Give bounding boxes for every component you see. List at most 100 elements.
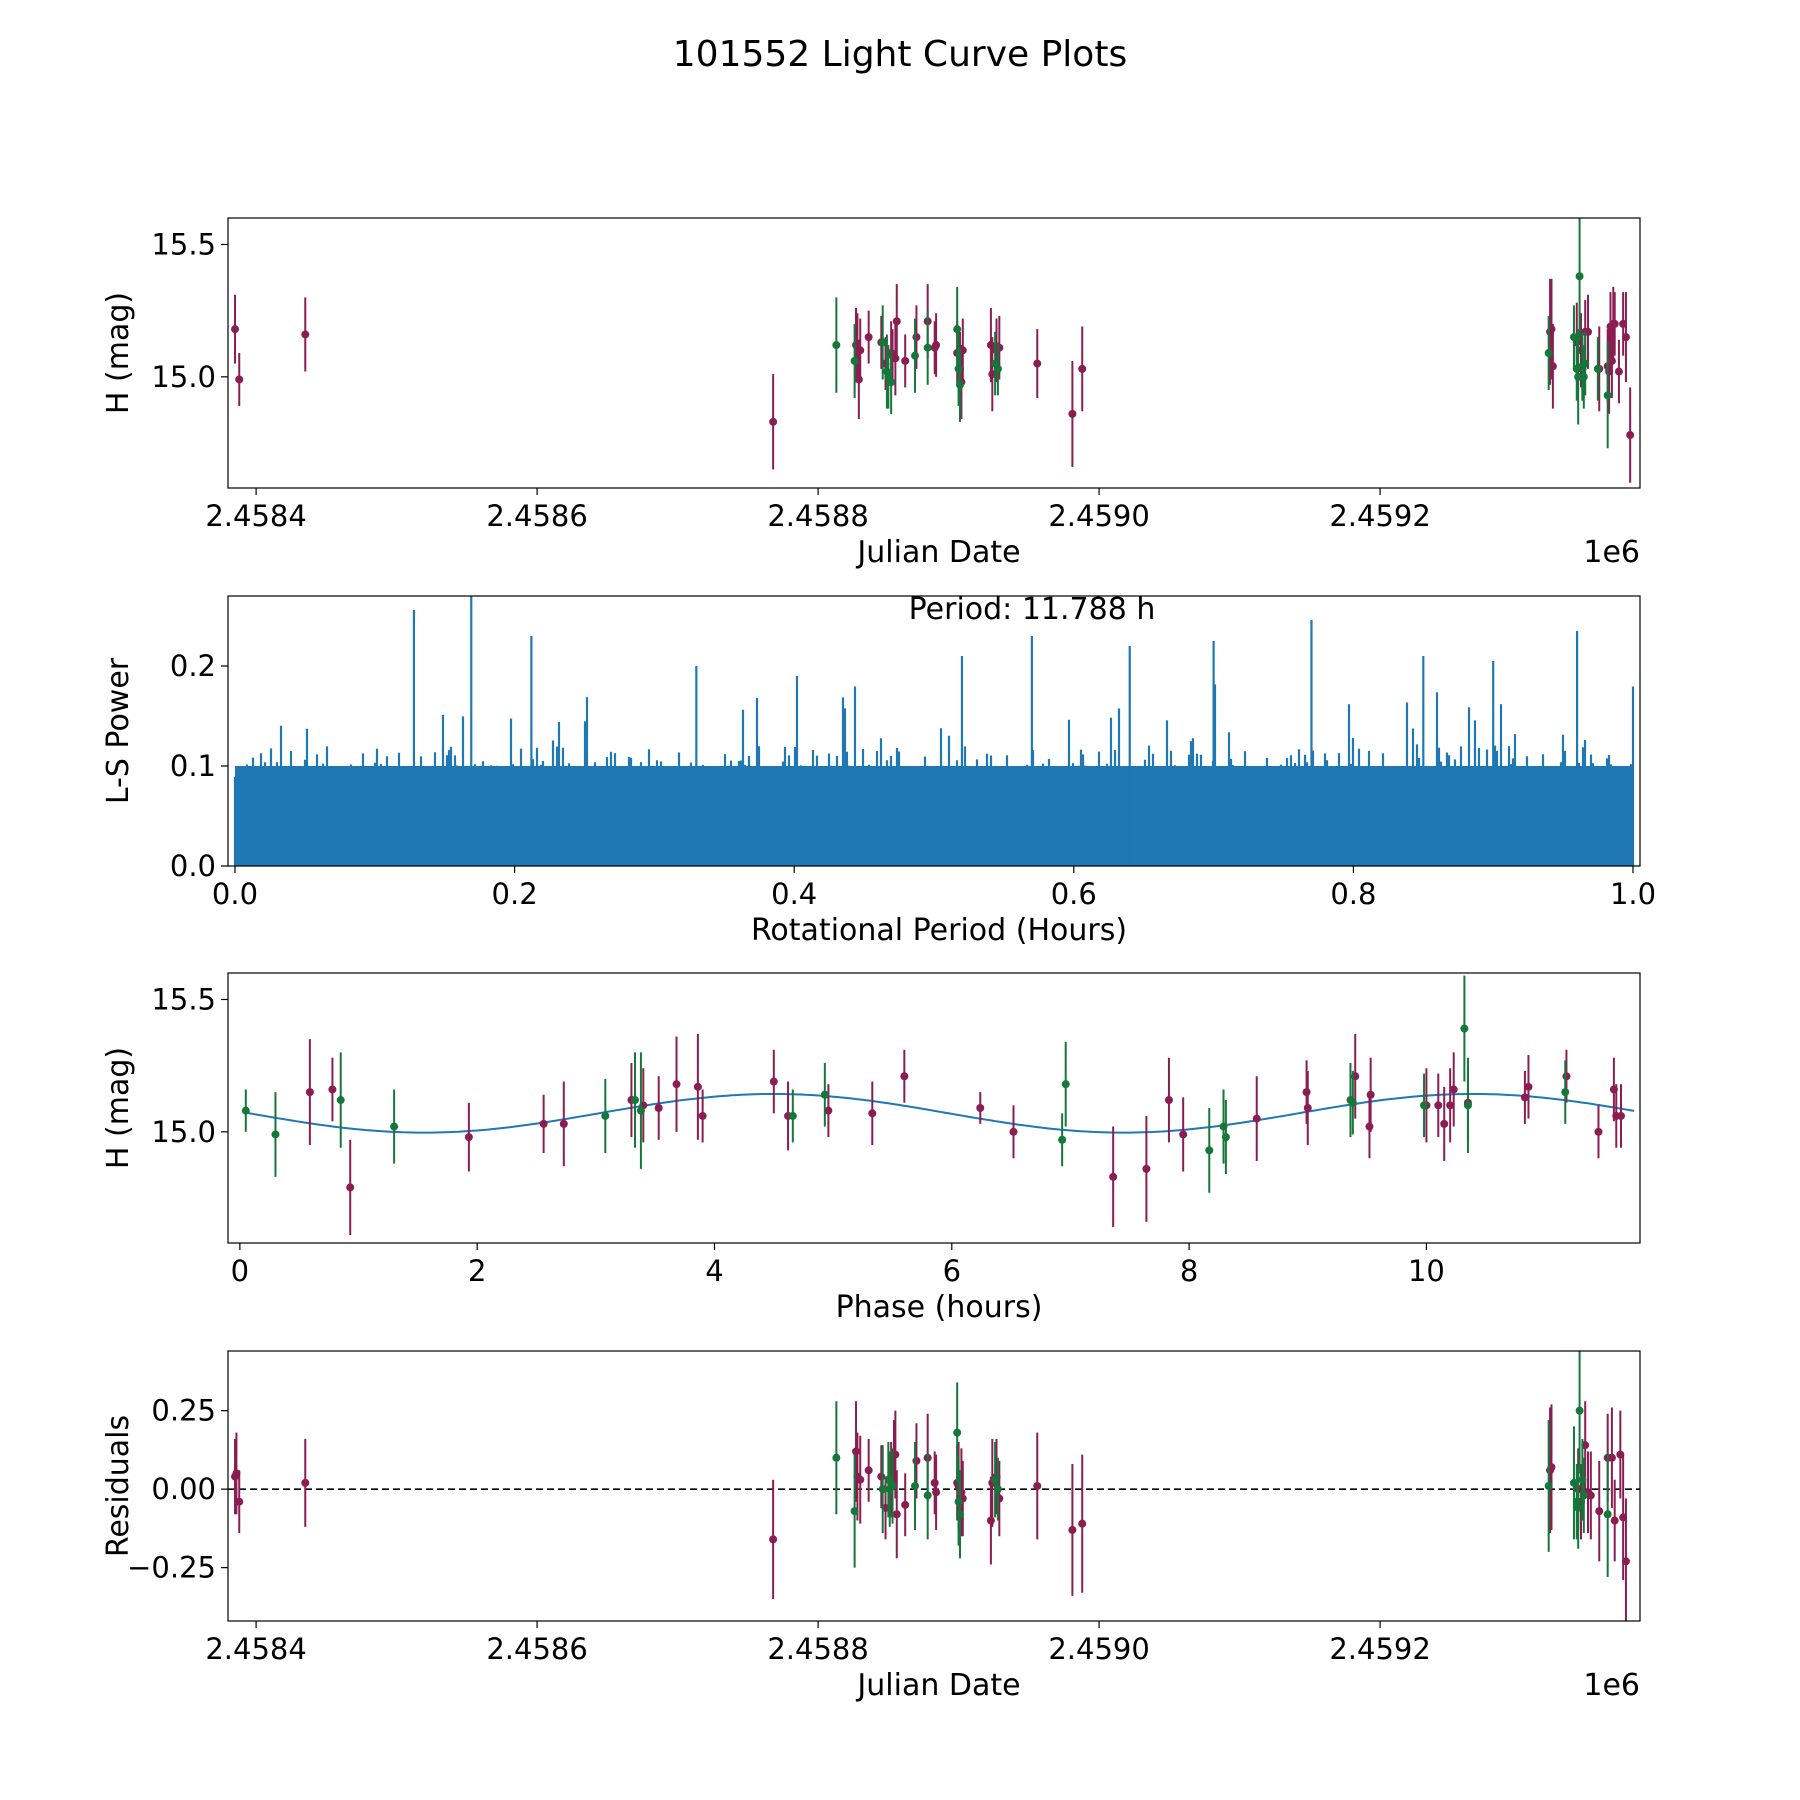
data-point xyxy=(1548,362,1557,371)
data-point xyxy=(1366,1090,1375,1099)
data-point xyxy=(901,356,910,365)
x-tick-label: 2.4590 xyxy=(1048,499,1149,533)
data-point xyxy=(832,1453,841,1462)
panel-2: 0.0 0.2 0.4 0.6 0.8 1.0 0.0 0.1 0.2 Rotational Pe… xyxy=(101,595,1656,948)
data-point xyxy=(911,351,920,360)
x-axis-label: Rotational Period (Hours) xyxy=(751,913,1127,948)
data-point xyxy=(953,325,962,334)
data-point xyxy=(1446,1101,1455,1110)
data-point xyxy=(993,1485,1002,1494)
data-point xyxy=(824,1106,833,1115)
data-point xyxy=(1562,1072,1571,1081)
data-point xyxy=(892,1510,901,1519)
data-point xyxy=(932,341,941,350)
y-axis-label: Residuals xyxy=(101,1415,136,1557)
data-point xyxy=(1348,1098,1357,1107)
x-tick-label: 10 xyxy=(1408,1254,1445,1288)
data-point xyxy=(346,1183,355,1192)
data-point xyxy=(976,1104,985,1112)
x-tick-label: 2.4590 xyxy=(1048,1632,1149,1666)
data-point xyxy=(1109,1172,1118,1181)
y-tick-label: 0.1 xyxy=(170,749,216,783)
data-point xyxy=(1626,431,1635,440)
data-point xyxy=(955,380,964,389)
data-point xyxy=(953,1428,962,1437)
data-point xyxy=(336,1096,345,1105)
y-axis-label: H (mag) xyxy=(101,292,136,414)
data-point xyxy=(1449,1085,1458,1094)
data-point xyxy=(1594,1127,1603,1136)
data-point xyxy=(1068,1525,1077,1534)
data-point xyxy=(301,330,310,339)
data-point xyxy=(912,333,921,342)
data-point xyxy=(864,333,873,342)
data-point xyxy=(1058,1135,1067,1144)
x-tick-label: 0.0 xyxy=(212,877,258,911)
axes-frame xyxy=(227,1350,1641,1622)
data-point xyxy=(1603,1510,1612,1519)
x-tick-label: 2.4592 xyxy=(1329,1632,1430,1666)
data-point xyxy=(305,1088,314,1097)
data-point xyxy=(1614,367,1623,376)
data-point xyxy=(1221,1133,1230,1142)
data-point xyxy=(1460,1024,1469,1033)
data-point xyxy=(852,1447,861,1456)
x-offset-label: 1e6 xyxy=(1583,535,1640,570)
data-point xyxy=(892,317,901,326)
data-point xyxy=(1142,1164,1151,1173)
data-point xyxy=(1179,1130,1188,1139)
x-tick-label: 1.0 xyxy=(1610,877,1656,911)
data-point xyxy=(954,364,963,373)
data-point xyxy=(1078,1519,1087,1528)
x-tick-label: 2.4586 xyxy=(486,1632,587,1666)
x-tick-label: 0.6 xyxy=(1051,877,1097,911)
data-point xyxy=(854,375,863,384)
y-tick-label: 0.2 xyxy=(170,649,216,683)
data-point xyxy=(1434,1101,1443,1110)
data-point xyxy=(1164,1096,1173,1105)
data-point xyxy=(769,417,778,426)
data-point xyxy=(954,1497,963,1506)
data-point xyxy=(864,1466,873,1475)
y-axis-label: L-S Power xyxy=(101,657,136,804)
y-tick-label: 0.25 xyxy=(151,1394,216,1428)
data-point xyxy=(1524,1082,1533,1091)
ls-power-band xyxy=(234,766,1634,866)
data-point xyxy=(390,1122,399,1131)
data-point xyxy=(1033,359,1042,368)
data-point xyxy=(1579,1491,1588,1500)
x-tick-label: 2.4584 xyxy=(205,499,306,533)
x-tick-label: 0 xyxy=(231,1254,249,1288)
data-point xyxy=(1205,1146,1214,1155)
x-axis-label: Julian Date xyxy=(855,1668,1020,1703)
data-point xyxy=(788,1111,797,1120)
data-point xyxy=(1607,1453,1616,1462)
data-point xyxy=(995,1494,1004,1503)
data-point xyxy=(1593,364,1602,373)
data-point xyxy=(539,1119,548,1128)
x-offset-label: 1e6 xyxy=(1583,1668,1640,1703)
y-axis-label: H (mag) xyxy=(101,1047,136,1169)
y-tick-label: 15.5 xyxy=(151,227,216,261)
data-point xyxy=(1581,359,1590,368)
panel-4: 2.4584 2.4586 2.4588 2.4590 2.4592 −0.25 0.00 0… xyxy=(101,1350,1641,1703)
data-point xyxy=(878,1485,887,1494)
data-point xyxy=(955,1510,964,1519)
data-point xyxy=(1009,1127,1018,1136)
y-tick-label: 15.5 xyxy=(151,982,216,1016)
x-tick-label: 0.8 xyxy=(1330,877,1376,911)
plot-area xyxy=(231,218,1635,483)
x-tick-label: 6 xyxy=(943,1254,961,1288)
data-point xyxy=(464,1133,473,1142)
data-point xyxy=(887,378,896,387)
plot-area xyxy=(241,975,1635,1236)
period-annotation: Period: 11.788 h xyxy=(909,592,1156,627)
data-point xyxy=(912,1456,921,1465)
data-point xyxy=(1621,333,1630,342)
data-point xyxy=(636,1106,645,1115)
axes-frame xyxy=(227,217,1641,489)
data-point xyxy=(1365,1122,1374,1131)
x-tick-label: 2.4592 xyxy=(1329,499,1430,533)
data-point xyxy=(900,1072,909,1081)
data-point xyxy=(1621,1557,1630,1566)
